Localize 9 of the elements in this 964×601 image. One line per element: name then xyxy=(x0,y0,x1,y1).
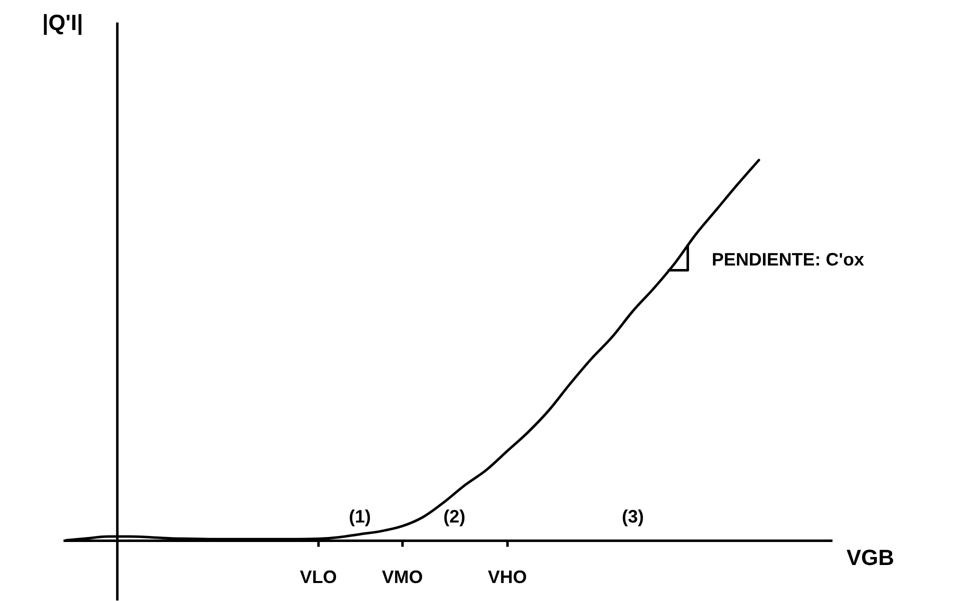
x-tick-label: VMO xyxy=(382,566,423,587)
x-tick-label: VHO xyxy=(488,566,527,587)
annotation: (2) xyxy=(443,506,466,526)
annotation: (3) xyxy=(622,506,644,526)
annotation: (1) xyxy=(348,506,371,526)
annotation: PENDIENTE: C'ox xyxy=(712,249,864,270)
x-axis-title: VGB xyxy=(846,544,894,570)
text: |Q'I| xyxy=(42,10,83,35)
x-tick-label: VLO xyxy=(300,566,337,587)
